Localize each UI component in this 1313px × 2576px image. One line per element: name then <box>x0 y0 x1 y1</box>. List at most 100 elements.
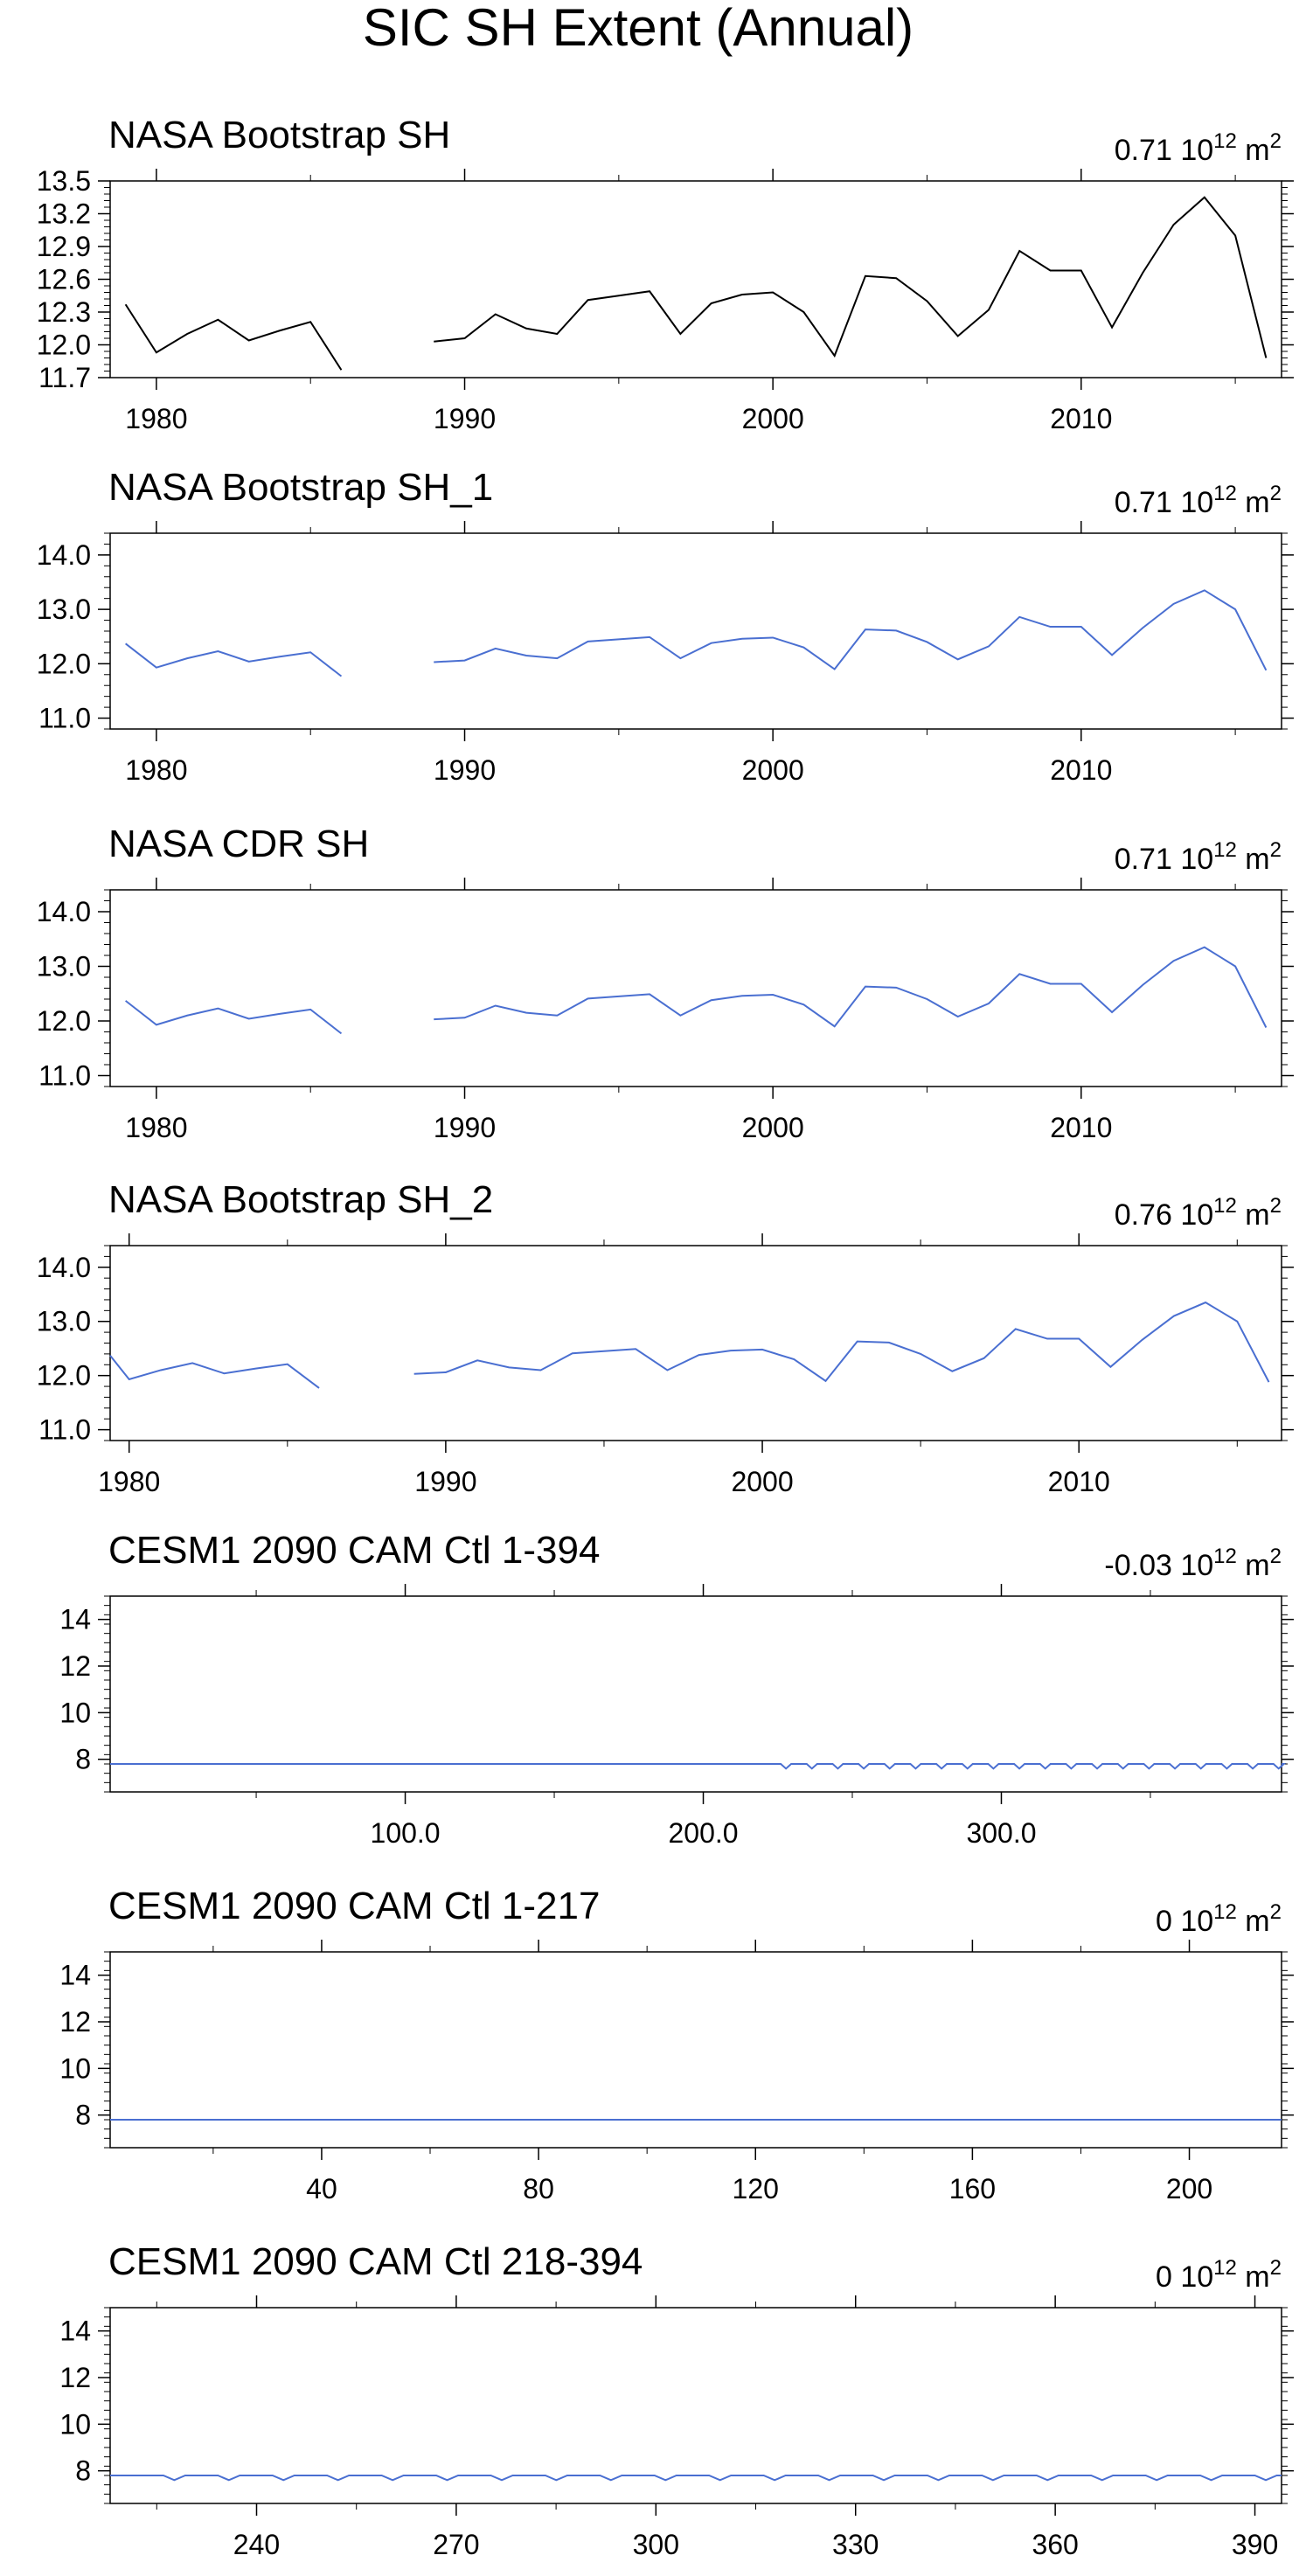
panel-title: CESM1 2090 CAM Ctl 1-394 <box>108 1529 600 1572</box>
chart-panel-1: NASA Bootstrap SH 0.71 1012 m211.712.012.… <box>37 114 1294 434</box>
x-tick-label: 120 <box>733 2173 779 2205</box>
y-tick-label: 8 <box>75 2455 91 2487</box>
panel-stat: 0 1012 m2 <box>1156 1900 1282 1938</box>
x-tick-label: 2010 <box>1050 754 1112 786</box>
series-line <box>434 946 1268 1028</box>
plot-frame <box>109 889 1282 1087</box>
chart-panel-5: CESM1 2090 CAM Ctl 1-394 -0.03 1012 m2 8 10… <box>59 1529 1294 1849</box>
series-line <box>110 1763 1287 1770</box>
y-tick-label: 13.0 <box>37 594 91 625</box>
y-tick-label: 13.0 <box>37 1306 91 1337</box>
y-tick-label: 11.0 <box>38 703 91 734</box>
panel-title: CESM1 2090 CAM Ctl 1-217 <box>108 1885 600 1927</box>
panel-stat: 0.71 1012 m2 <box>1115 838 1282 876</box>
y-tick-label: 10 <box>59 2408 91 2440</box>
x-tick-label: 360 <box>1032 2529 1078 2560</box>
panel-stat: 0.76 1012 m2 <box>1115 1194 1282 1232</box>
series-line <box>109 1355 320 1389</box>
x-tick-label: 1980 <box>125 754 187 786</box>
y-tick-label: 12.0 <box>37 1005 91 1037</box>
series-line <box>124 303 343 371</box>
y-tick-label: 13.0 <box>37 951 91 982</box>
x-tick-label: 160 <box>949 2173 996 2205</box>
y-tick-label: 13.5 <box>37 165 91 197</box>
x-tick-label: 330 <box>832 2529 879 2560</box>
x-tick-label: 1990 <box>434 1112 496 1143</box>
x-tick-label: 240 <box>233 2529 280 2560</box>
x-tick-label: 1980 <box>125 1112 187 1143</box>
series-line <box>125 1000 343 1035</box>
y-tick-label: 14 <box>59 2316 91 2347</box>
x-tick-label: 2000 <box>731 1466 793 1497</box>
panel-title: NASA Bootstrap SH_1 <box>108 466 493 509</box>
panel-stat: 0 1012 m2 <box>1156 2256 1282 2294</box>
x-tick-label: 2000 <box>742 754 804 786</box>
series-line <box>413 1301 1270 1383</box>
y-tick-label: 8 <box>75 1744 91 1775</box>
y-tick-label: 12.9 <box>37 231 91 262</box>
x-tick-label: 200 <box>1166 2173 1212 2205</box>
y-tick-label: 14.0 <box>37 539 91 571</box>
y-tick-label: 11.0 <box>38 1060 91 1092</box>
chart-panel-3: NASA CDR SH 0.71 1012 m2 11.0 12.0 13.0 14.0 1… <box>37 823 1294 1143</box>
y-tick-label: 14 <box>59 1960 91 1991</box>
chart-panel-2: NASA Bootstrap SH_1 0.71 1012 m2 11.0 12.0 1… <box>37 466 1294 786</box>
y-tick-label: 12.0 <box>37 330 91 361</box>
y-tick-label: 12.0 <box>37 648 91 679</box>
x-tick-label: 2010 <box>1050 403 1112 434</box>
panel-stat: 0.71 1012 m2 <box>1115 482 1282 519</box>
y-tick-label: 10 <box>59 1697 91 1728</box>
series-line <box>434 196 1268 358</box>
x-tick-label: 2000 <box>742 403 804 434</box>
x-tick-label: 270 <box>433 2529 479 2560</box>
chart-panel-4: NASA Bootstrap SH_2 0.76 1012 m2 11.0 12.0 1… <box>37 1178 1294 1497</box>
x-tick-label: 1990 <box>434 403 496 434</box>
plot-frame <box>109 2307 1282 2504</box>
y-tick-label: 14.0 <box>37 1252 91 1283</box>
plot-frame <box>109 1245 1282 1441</box>
series-line <box>125 642 343 677</box>
x-tick-label: 1980 <box>125 403 187 434</box>
x-tick-label: 2010 <box>1050 1112 1112 1143</box>
x-tick-label: 100.0 <box>371 1817 441 1849</box>
series-line <box>110 2475 1282 2482</box>
y-tick-label: 11.0 <box>38 1414 91 1446</box>
chart-panel-6: CESM1 2090 CAM Ctl 1-217 0 1012 m2 8 10 12 14… <box>59 1885 1294 2205</box>
y-tick-label: 14 <box>59 1604 91 1635</box>
panel-title: NASA Bootstrap SH_2 <box>108 1178 493 1221</box>
figure-title: SIC SH Extent (Annual) <box>363 0 914 57</box>
x-tick-label: 1990 <box>414 1466 476 1497</box>
panel-stat: 0.71 1012 m2 <box>1115 129 1282 167</box>
panel-title: NASA CDR SH <box>108 823 369 865</box>
x-tick-label: 200.0 <box>668 1817 738 1849</box>
series-line <box>434 589 1268 671</box>
plot-frame <box>109 180 1282 378</box>
y-tick-label: 12.0 <box>37 1360 91 1392</box>
plot-frame <box>109 1951 1282 2149</box>
y-tick-label: 12.3 <box>37 296 91 328</box>
y-tick-label: 8 <box>75 2100 91 2131</box>
x-tick-label: 300 <box>633 2529 679 2560</box>
x-tick-label: 1980 <box>98 1466 160 1497</box>
x-tick-label: 2000 <box>742 1112 804 1143</box>
y-tick-label: 11.7 <box>38 362 91 393</box>
x-tick-label: 300.0 <box>966 1817 1036 1849</box>
panel-title: CESM1 2090 CAM Ctl 218-394 <box>108 2240 643 2283</box>
y-tick-label: 10 <box>59 2052 91 2084</box>
x-tick-label: 1990 <box>434 754 496 786</box>
y-tick-label: 12 <box>59 2006 91 2038</box>
plot-frame <box>109 1595 1282 1793</box>
y-tick-label: 12 <box>59 2362 91 2393</box>
y-tick-label: 12 <box>59 1650 91 1682</box>
y-tick-label: 13.2 <box>37 198 91 230</box>
plot-frame <box>109 532 1282 730</box>
x-tick-label: 2010 <box>1048 1466 1110 1497</box>
x-tick-label: 40 <box>306 2173 337 2205</box>
panel-stat: -0.03 1012 m2 <box>1104 1545 1282 1582</box>
panel-title: NASA Bootstrap SH <box>108 114 450 156</box>
x-tick-label: 390 <box>1232 2529 1278 2560</box>
x-tick-label: 80 <box>523 2173 554 2205</box>
chart-panel-7: CESM1 2090 CAM Ctl 218-394 0 1012 m2 8 10 12… <box>59 2240 1294 2560</box>
y-tick-label: 14.0 <box>37 896 91 927</box>
